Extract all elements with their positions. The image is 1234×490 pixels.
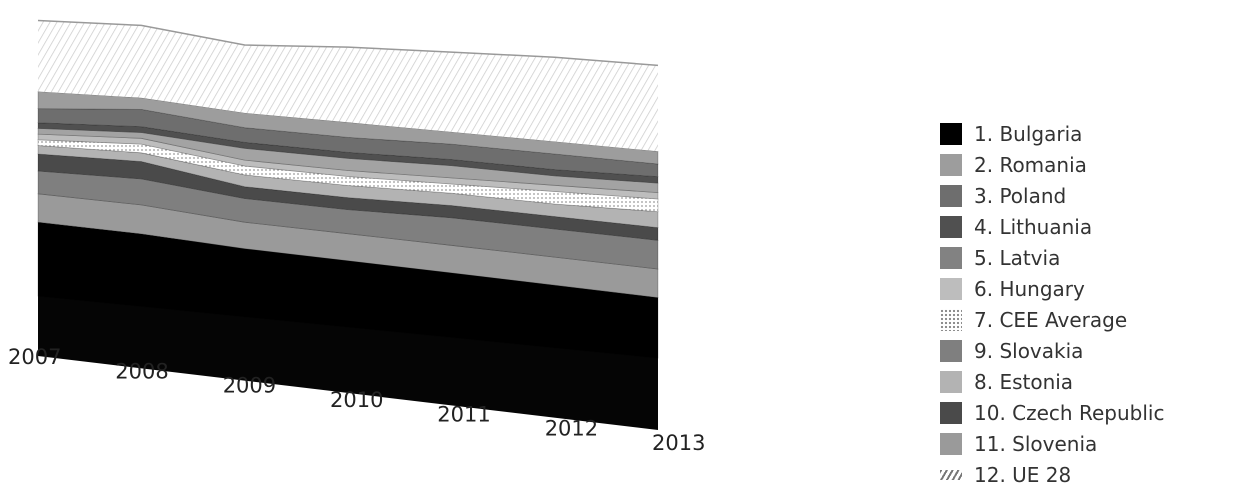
legend-label: 6. Hungary	[974, 276, 1085, 301]
legend-swatch	[940, 339, 962, 362]
legend-swatch	[940, 370, 962, 393]
legend-swatch	[940, 401, 962, 424]
legend-swatch	[940, 215, 962, 238]
legend-item: 10. Czech Republic	[940, 397, 1230, 428]
legend-item: 5. Latvia	[940, 242, 1230, 273]
stacked-area-chart: 2007 2008 2009 2010 2011 2012 2013	[8, 19, 705, 455]
legend-label: 3. Poland	[974, 183, 1067, 208]
legend-item: 1. Bulgaria	[940, 118, 1230, 149]
legend-swatch	[940, 184, 962, 207]
legend-label: 9. Slovakia	[974, 338, 1084, 363]
x-tick-label: 2010	[330, 388, 383, 412]
x-tick-label: 2009	[223, 374, 276, 398]
legend-label: 10. Czech Republic	[974, 400, 1165, 425]
legend-item: 6. Hungary	[940, 273, 1230, 304]
area-series-12	[38, 20, 658, 152]
legend-label: 5. Latvia	[974, 245, 1061, 270]
legend-item: 9. Slovakia	[940, 335, 1230, 366]
x-axis-labels: 2007 2008 2009 2010 2011 2012 2013	[8, 345, 705, 455]
legend-item: 12. UE 28	[940, 459, 1230, 490]
area-series-top-line	[37, 19, 659, 67]
legend-label: 7. CEE Average	[974, 307, 1128, 332]
legend-swatch	[940, 277, 962, 300]
legend-label: 12. UE 28	[974, 462, 1072, 487]
x-tick-label: 2007	[8, 345, 61, 369]
legend-swatch	[940, 246, 962, 269]
legend-swatch	[940, 308, 962, 331]
legend-label: 1. Bulgaria	[974, 121, 1083, 146]
chart-plot: 2007 2008 2009 2010 2011 2012 2013	[8, 19, 705, 455]
legend-swatch	[940, 153, 962, 176]
area-series-10	[37, 108, 659, 178]
legend-swatch	[940, 432, 962, 455]
legend-item: 2. Romania	[940, 149, 1230, 180]
legend-label: 2. Romania	[974, 152, 1087, 177]
legend-swatch	[940, 469, 962, 480]
legend-label: 11. Slovenia	[974, 431, 1098, 456]
legend: 1. Bulgaria 2. Romania 3. Poland 4. Lithuan…	[940, 118, 1230, 490]
legend-item: 8. Estonia	[940, 366, 1230, 397]
x-tick-label: 2013	[652, 431, 705, 455]
legend-label: 4. Lithuania	[974, 214, 1093, 239]
area-series-5	[37, 145, 659, 229]
area-series-8	[37, 127, 659, 194]
legend-item: 4. Lithuania	[940, 211, 1230, 242]
x-tick-label: 2008	[115, 359, 168, 383]
legend-item: 11. Slovenia	[940, 428, 1230, 459]
areas-layer	[37, 19, 659, 430]
legend-item: 3. Poland	[940, 180, 1230, 211]
x-tick-label: 2012	[545, 417, 598, 441]
legend-item: 7. CEE Average	[940, 304, 1230, 335]
legend-swatch	[940, 122, 962, 145]
legend-label: 8. Estonia	[974, 369, 1074, 394]
x-tick-label: 2011	[437, 402, 490, 426]
